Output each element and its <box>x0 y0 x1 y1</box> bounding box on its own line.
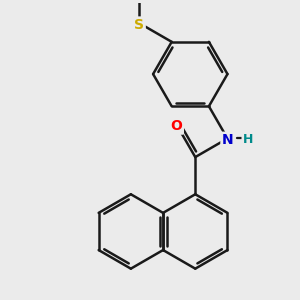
Text: S: S <box>134 18 145 32</box>
Text: N: N <box>222 133 233 147</box>
Text: O: O <box>171 119 183 134</box>
Text: H: H <box>243 134 253 146</box>
